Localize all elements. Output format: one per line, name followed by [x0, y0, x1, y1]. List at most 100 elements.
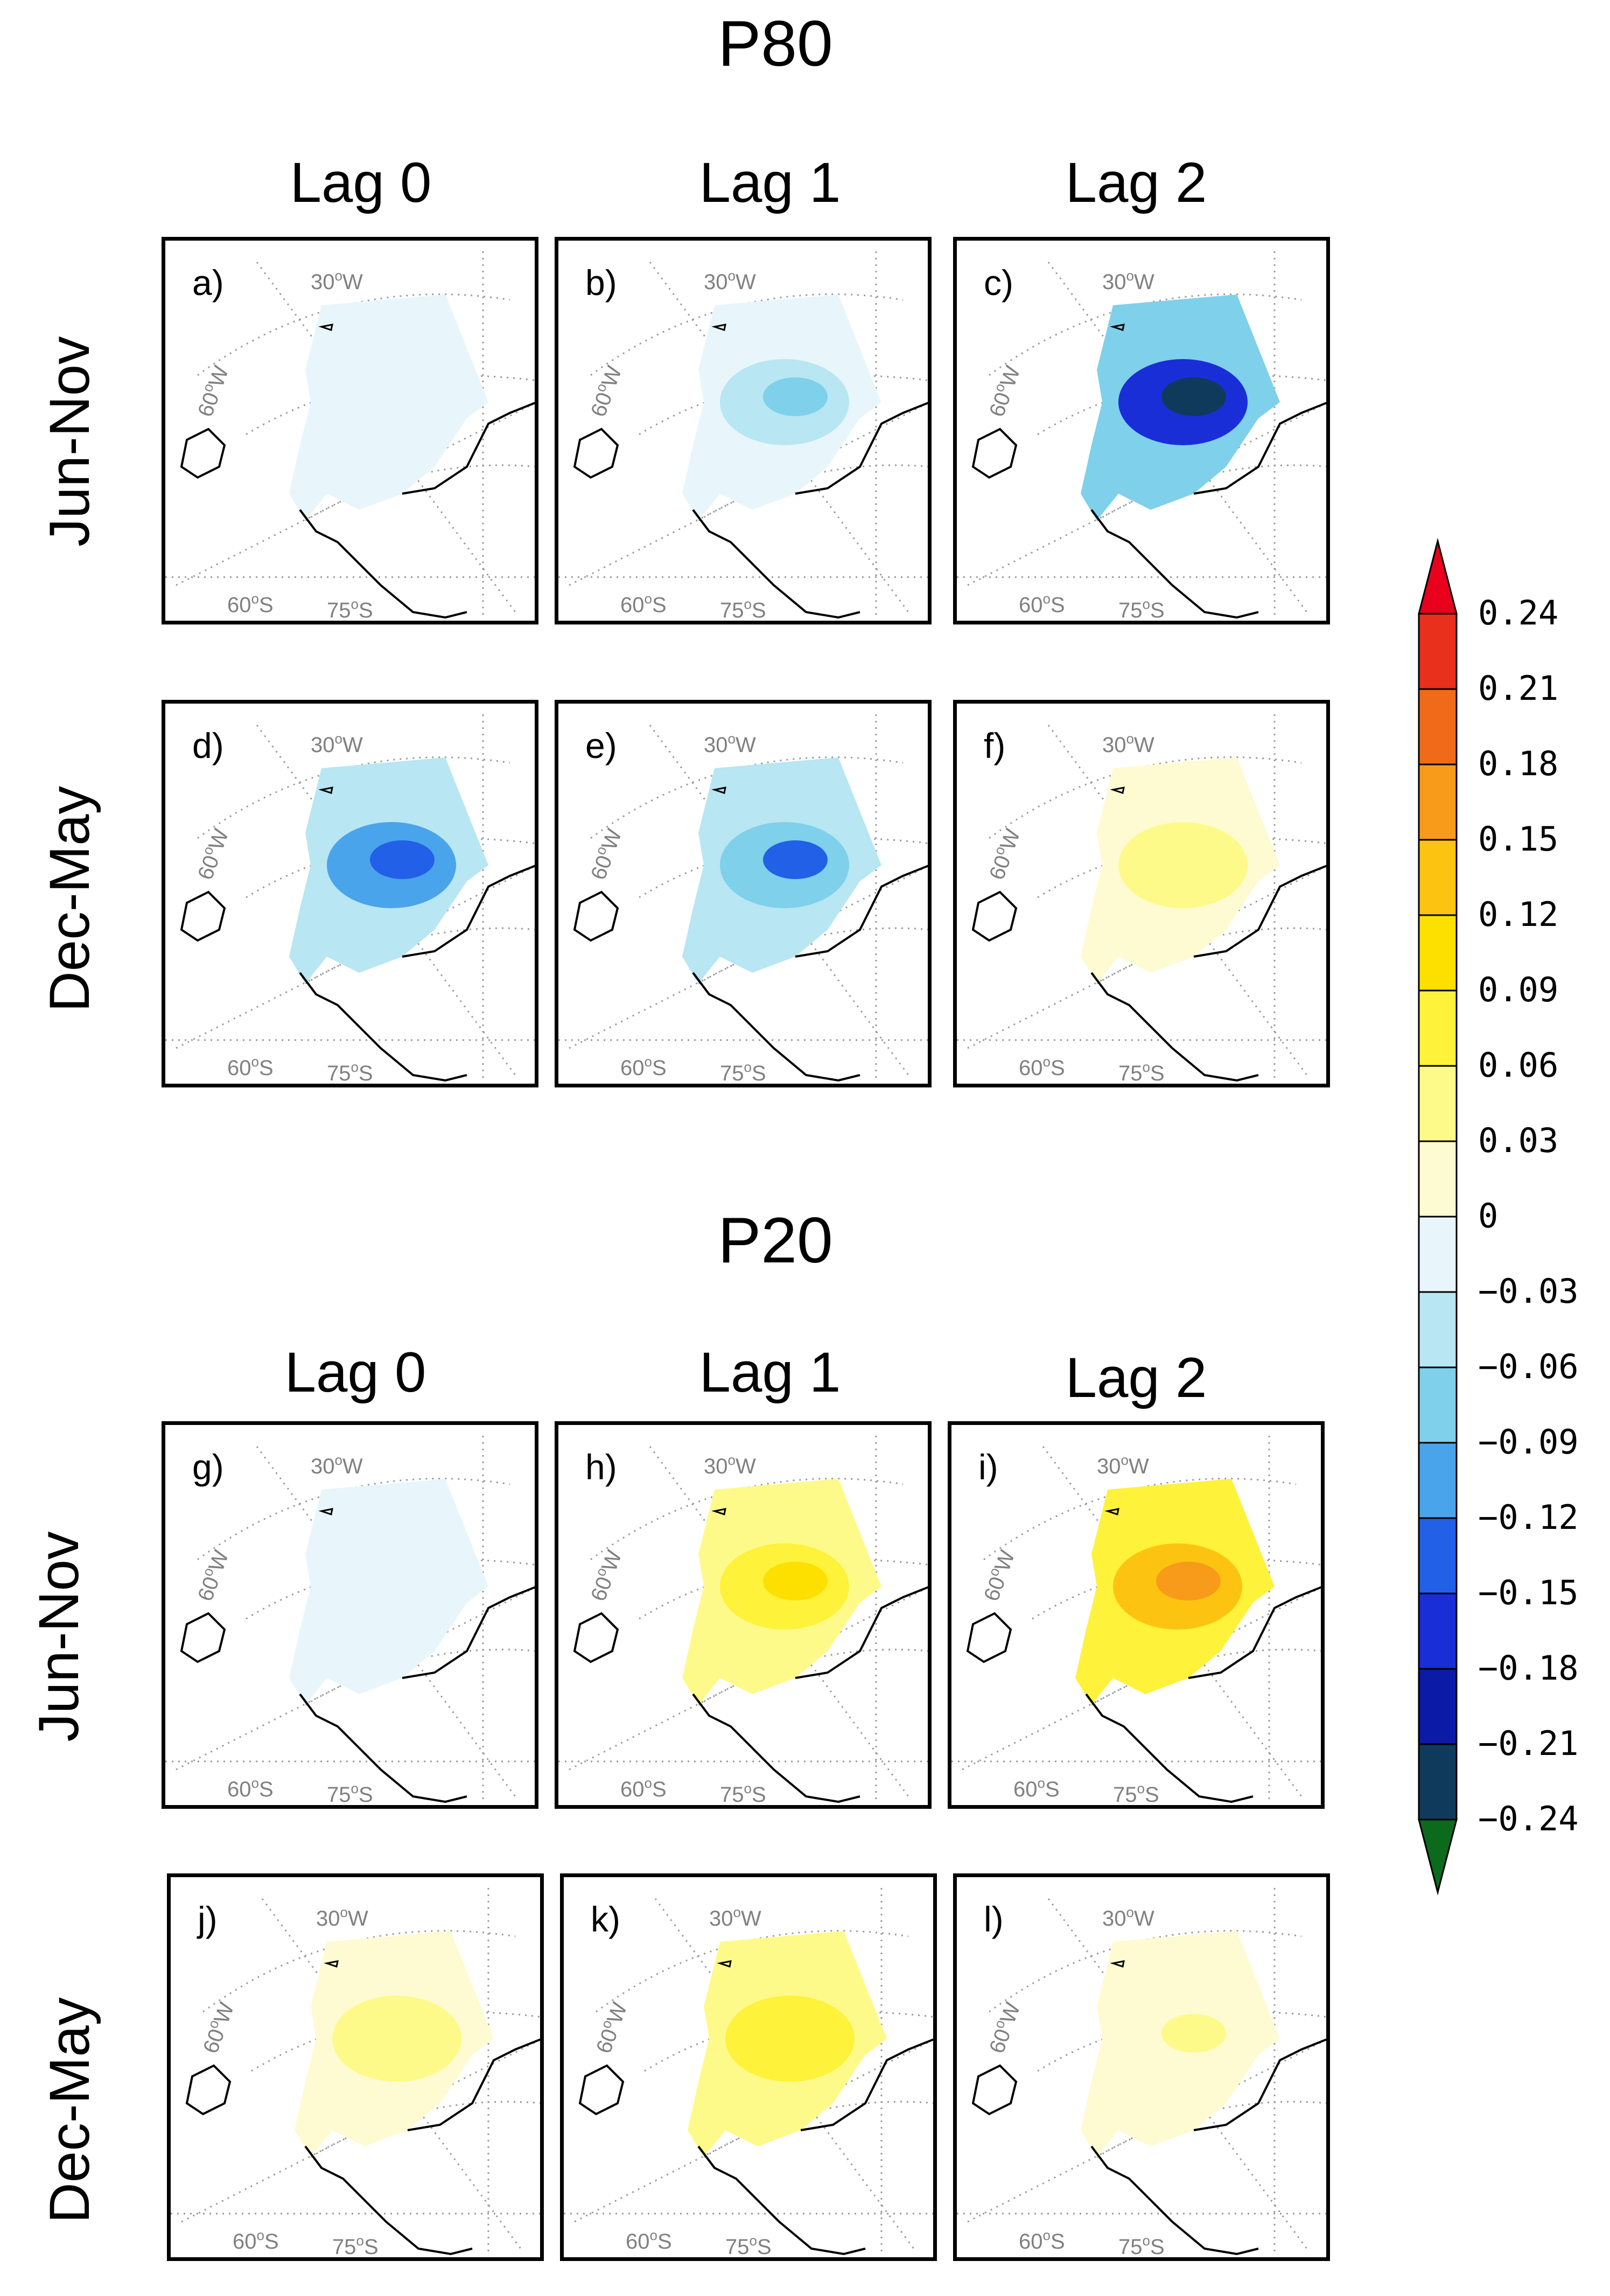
graticule-line [1091, 1648, 1321, 1706]
lon-label-60w-group: 60oW [586, 826, 627, 883]
lon-label-30w: 30oW [316, 1904, 368, 1930]
island [1110, 1960, 1125, 1968]
colorbar-tick-label: −0.15 [1478, 1573, 1579, 1612]
lat-label-60s: 60oS [620, 1054, 667, 1080]
colorbar-swatch [1418, 613, 1458, 690]
graticule-line [574, 2039, 933, 2223]
colorbar-tick-label: 0.21 [1478, 669, 1559, 708]
lat-label-75s: 75oS [1113, 1780, 1159, 1807]
coastline [971, 890, 1018, 942]
island [711, 324, 726, 331]
panel-letter: i) [978, 1447, 998, 1487]
colorbar-tick-label: 0.06 [1478, 1045, 1559, 1085]
coastline [1188, 1586, 1321, 1679]
colorbar-swatch [1418, 688, 1458, 766]
map-panel: 30oW 60oW 60oS 75oS b) [555, 237, 932, 624]
island [318, 1508, 333, 1515]
map-panel: 30oW 60oW 60oS 75oS c) [953, 237, 1330, 624]
colorbar-swatch [1418, 1065, 1458, 1142]
row-label: Jun-Nov [27, 1531, 90, 1742]
lon-label-30w: 30oW [1102, 1904, 1154, 1930]
graticule-line [256, 262, 516, 613]
graticule-line [967, 2039, 1326, 2223]
panel-letter: d) [192, 726, 224, 766]
lon-label-60w: 60oW [977, 1546, 1019, 1604]
coastline [692, 509, 860, 619]
graticule-line [176, 1586, 535, 1771]
graticule-line [181, 2039, 540, 2223]
coastline [402, 1586, 535, 1679]
map-panel: 30oW 60oW 60oS 75oS k) [560, 1873, 937, 2261]
colorbar-tick-label: −0.03 [1478, 1272, 1579, 1311]
colorbar-tick-label: 0.24 [1478, 593, 1559, 633]
lon-label-30w: 30oW [704, 731, 756, 757]
lat-label-60s: 60oS [1019, 2227, 1065, 2253]
map-panel: 30oW 60oW 60oS 75oS h) [555, 1421, 932, 1809]
lon-label-60w-group: 60oW [191, 1546, 234, 1604]
map-svg: 30oW 60oW 60oS 75oS [957, 714, 1326, 1084]
graticule-line [305, 927, 535, 985]
graticule-line [698, 464, 928, 522]
graticule-line [967, 402, 1326, 586]
graticule-line [649, 1446, 909, 1797]
coastline [697, 2145, 866, 2256]
map-panel: 30oW 60oW 60oS 75oS d) [162, 700, 538, 1087]
panel-letter: j) [198, 1899, 218, 1939]
graticule-line [1096, 2101, 1326, 2158]
map-svg: 30oW 60oW 60oS 75oS [558, 1436, 928, 1805]
graticule-line [251, 2011, 540, 2072]
graticule-line [305, 1648, 535, 1706]
lon-label-30w: 30oW [1097, 1452, 1149, 1478]
lag-label: Lag 0 [284, 1341, 426, 1404]
lon-label-60w-group: 60oW [191, 362, 234, 420]
colorbar-swatch [1418, 1668, 1458, 1745]
graticule-line [256, 725, 516, 1076]
lon-label-60w: 60oW [191, 362, 233, 420]
colorbar-over-arrow [1418, 538, 1458, 615]
lon-label-60w: 60oW [982, 1998, 1025, 2056]
island [1110, 324, 1125, 331]
lon-label-60w-group: 60oW [985, 826, 1025, 883]
anomaly-peak [375, 2014, 440, 2053]
anomaly-peak [768, 2014, 833, 2053]
lon-label-30w: 30oW [311, 268, 363, 294]
graticule-line [962, 1586, 1321, 1771]
coastline [185, 2064, 232, 2116]
coastline [578, 2064, 625, 2116]
lon-label-60w: 60oW [191, 1546, 233, 1604]
lat-label-60s: 60oS [227, 591, 274, 617]
map-svg: 30oW 60oW 60oS 75oS [957, 251, 1326, 621]
graticule-line [256, 1446, 516, 1797]
row-label: Dec-May [38, 785, 101, 1013]
lon-label-60w: 60oW [191, 825, 233, 883]
colorbar-tick-label: −0.18 [1478, 1648, 1579, 1688]
lag-label: Lag 2 [1065, 1346, 1207, 1409]
lon-label-30w: 30oW [704, 268, 756, 294]
graticule-line [1032, 1559, 1321, 1620]
lon-label-60w-group: 60oW [191, 825, 234, 883]
graticule-line [1042, 1446, 1303, 1797]
lat-label-60s: 60oS [227, 1775, 274, 1801]
panel-letter: f) [984, 726, 1006, 766]
colorbar-tick-label: −0.06 [1478, 1347, 1579, 1386]
lat-label-75s: 75oS [1118, 2232, 1165, 2259]
colorbar-swatch [1418, 1743, 1458, 1821]
map-svg: 30oW 60oW 60oS 75oS [564, 1888, 933, 2257]
graticule-line [698, 1648, 928, 1706]
map-svg: 30oW 60oW 60oS 75oS [165, 251, 535, 621]
map-panel: 30oW 60oW 60oS 75oS i) [948, 1421, 1325, 1809]
map-svg: 30oW 60oW 60oS 75oS [165, 1436, 535, 1805]
graticule-line [649, 262, 909, 613]
colorbar-swatch [1418, 1366, 1458, 1444]
coastline [180, 890, 226, 942]
island [711, 1508, 726, 1515]
lat-label-75s: 75oS [332, 2232, 379, 2259]
coastline [1193, 865, 1326, 958]
colorbar-tick-label: −0.09 [1478, 1422, 1579, 1462]
colorbar-tick-label: −0.12 [1478, 1498, 1579, 1537]
lat-label-60s: 60oS [233, 2227, 279, 2253]
coastline [1193, 2038, 1326, 2131]
lag-label: Lag 0 [290, 151, 432, 214]
coastline [1085, 1693, 1254, 1803]
colorbar-swatch [1418, 1140, 1458, 1218]
